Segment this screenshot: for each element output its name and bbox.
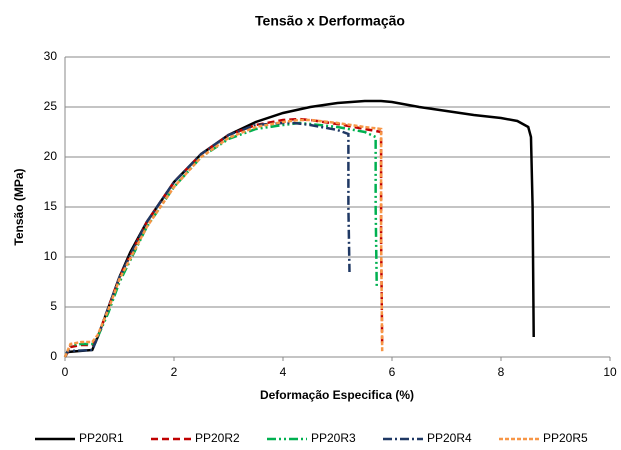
series-line bbox=[63, 121, 378, 358]
y-tick-label: 15 bbox=[44, 199, 58, 213]
x-tick-label: 8 bbox=[498, 365, 505, 379]
series-line bbox=[63, 121, 351, 358]
legend-label: PP20R5 bbox=[543, 431, 588, 445]
x-tick-label: 2 bbox=[171, 365, 178, 379]
legend-label: PP20R1 bbox=[79, 431, 124, 445]
series-line bbox=[63, 118, 384, 358]
legend-label: PP20R3 bbox=[311, 431, 356, 445]
y-tick-label: 25 bbox=[44, 99, 58, 113]
y-tick-label: 30 bbox=[44, 49, 58, 63]
x-tick-label: 0 bbox=[62, 365, 69, 379]
x-tick-label: 4 bbox=[280, 365, 287, 379]
x-tick-label: 6 bbox=[389, 365, 396, 379]
x-axis-label: Deformação Especifica (%) bbox=[260, 388, 414, 402]
series-line bbox=[63, 117, 384, 358]
y-tick-label: 5 bbox=[50, 299, 57, 313]
y-tick-label: 0 bbox=[50, 349, 57, 363]
series-line bbox=[63, 99, 535, 358]
legend-label: PP20R2 bbox=[195, 431, 240, 445]
y-tick-label: 10 bbox=[44, 249, 58, 263]
y-axis-label: Tensão (MPa) bbox=[12, 168, 26, 245]
y-tick-label: 20 bbox=[44, 149, 58, 163]
chart-title: Tensão x Derformação bbox=[255, 13, 405, 29]
x-tick-label: 10 bbox=[603, 365, 617, 379]
legend-label: PP20R4 bbox=[427, 431, 472, 445]
